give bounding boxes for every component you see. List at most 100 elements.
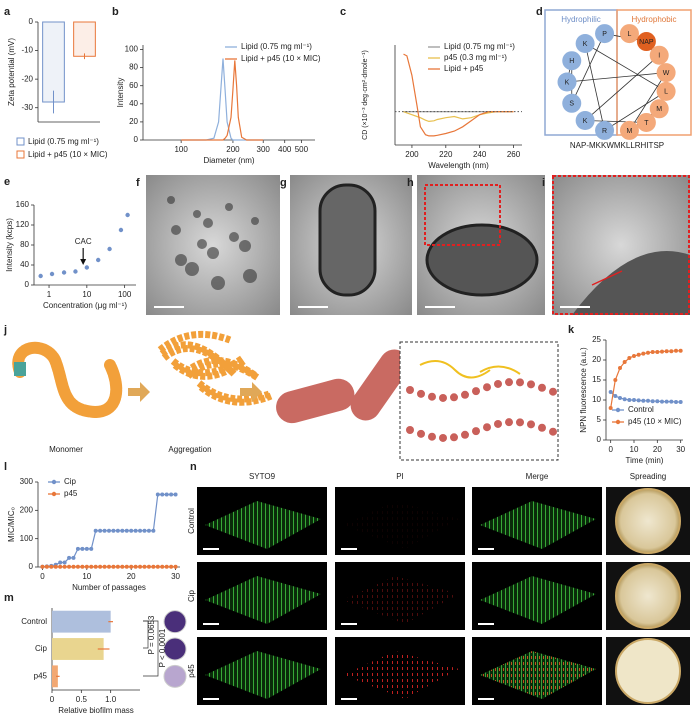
residue	[575, 33, 595, 53]
y-tick-label: 0	[29, 562, 34, 571]
data-point	[62, 560, 67, 565]
legend-label: Control	[628, 405, 654, 414]
micrograph-feature	[425, 223, 539, 297]
residue-label: K	[583, 118, 588, 125]
annotation-arrowhead	[80, 259, 87, 265]
data-point	[84, 546, 89, 551]
data-point	[111, 564, 116, 569]
data-point	[80, 564, 85, 569]
lipid-head	[538, 383, 546, 392]
y-tick-label: 300	[20, 477, 34, 486]
lipid-head	[472, 427, 480, 436]
data-point	[622, 360, 627, 364]
process-arrow	[240, 382, 262, 402]
data-point	[173, 564, 178, 569]
micrograph-feature	[207, 247, 219, 259]
data-point	[138, 528, 143, 533]
lipid-head	[538, 423, 546, 432]
data-point	[115, 528, 120, 533]
data-point	[129, 528, 134, 533]
row-label: Control	[187, 508, 196, 534]
panel-label: b	[112, 6, 119, 18]
x-tick-label: 260	[507, 150, 521, 159]
y-tick-label: 0	[134, 135, 139, 144]
y-tick-label: 40	[129, 99, 138, 108]
x-tick-label: 20	[653, 445, 662, 454]
residue	[619, 120, 639, 140]
series-line	[181, 60, 264, 141]
lipid-head	[428, 392, 436, 401]
micrograph-feature	[243, 269, 257, 283]
data-point	[75, 564, 80, 569]
lipid-head	[549, 387, 557, 396]
x-tick-label: 100	[118, 290, 132, 299]
y-tick-label: 0	[597, 435, 602, 444]
p-value: P = 0.0653	[147, 615, 156, 654]
y-tick-label: 100	[20, 534, 34, 543]
data-point	[133, 528, 138, 533]
aggregate-fiber	[159, 341, 235, 375]
y-tick-label: 200	[20, 505, 34, 514]
bar	[42, 21, 65, 103]
data-point	[160, 564, 165, 569]
panel-label: k	[568, 324, 575, 336]
legend-label: Lipid (0.75 mg ml⁻¹)	[241, 42, 312, 51]
data-point	[164, 492, 169, 497]
x-axis-label: Diameter (nm)	[203, 156, 254, 165]
data-point	[155, 492, 160, 497]
lipid-head	[417, 429, 425, 438]
zoom-box	[424, 184, 501, 246]
data-point	[160, 492, 165, 497]
legend-label: Lipid (0.75 mg ml⁻¹)	[28, 137, 99, 146]
panel-label: n	[190, 461, 197, 473]
process-arrow	[128, 382, 150, 402]
x-tick-label: 240	[473, 150, 487, 159]
zoom-box	[552, 175, 690, 315]
y-tick-label: 20	[592, 355, 601, 364]
data-point	[622, 397, 627, 402]
biofilm-well	[163, 664, 187, 688]
data-point	[627, 398, 632, 402]
panel-label: e	[4, 176, 10, 188]
data-point	[650, 350, 655, 354]
y-tick-label: 10	[592, 395, 601, 404]
bacterium	[276, 378, 355, 424]
data-point	[632, 354, 636, 358]
lipid-head	[483, 423, 491, 432]
data-point	[608, 406, 613, 410]
data-point	[58, 564, 63, 569]
series-line	[403, 111, 514, 123]
micrograph-feature	[211, 276, 225, 290]
data-point	[38, 273, 43, 279]
data-point	[646, 350, 650, 355]
data-point	[138, 564, 143, 569]
residue-label: W	[663, 70, 670, 77]
y-tick-label: -30	[21, 103, 33, 112]
series-line	[181, 58, 264, 141]
micrograph-feature	[572, 251, 690, 315]
residue	[595, 120, 615, 140]
data-point	[650, 399, 655, 404]
data-point	[142, 528, 147, 533]
legend-label: Lipid + p45	[444, 64, 484, 73]
residue-label: L	[664, 89, 668, 96]
x-tick-label: 10	[630, 445, 639, 454]
row-label: Cip	[187, 589, 196, 602]
data-point	[674, 400, 678, 404]
legend-label: Lipid + p45 (10 × MIC)	[28, 150, 108, 159]
data-point	[173, 492, 178, 497]
x-tick-label: 30	[676, 445, 685, 454]
data-point	[169, 492, 174, 497]
data-point	[146, 564, 151, 569]
data-point	[71, 555, 76, 560]
series-line	[610, 350, 681, 409]
box-title: Hydrophobic	[632, 15, 677, 24]
x-tick-label: 0	[608, 445, 613, 454]
data-point	[169, 564, 174, 569]
micrograph-feature	[203, 218, 213, 228]
data-point	[664, 399, 669, 404]
x-tick-label: 0	[50, 695, 55, 704]
y-tick-label: 20	[129, 117, 138, 126]
wheel-edge	[584, 54, 660, 121]
sequence: NAP-MKKWMKLLRHITSP	[570, 141, 664, 150]
